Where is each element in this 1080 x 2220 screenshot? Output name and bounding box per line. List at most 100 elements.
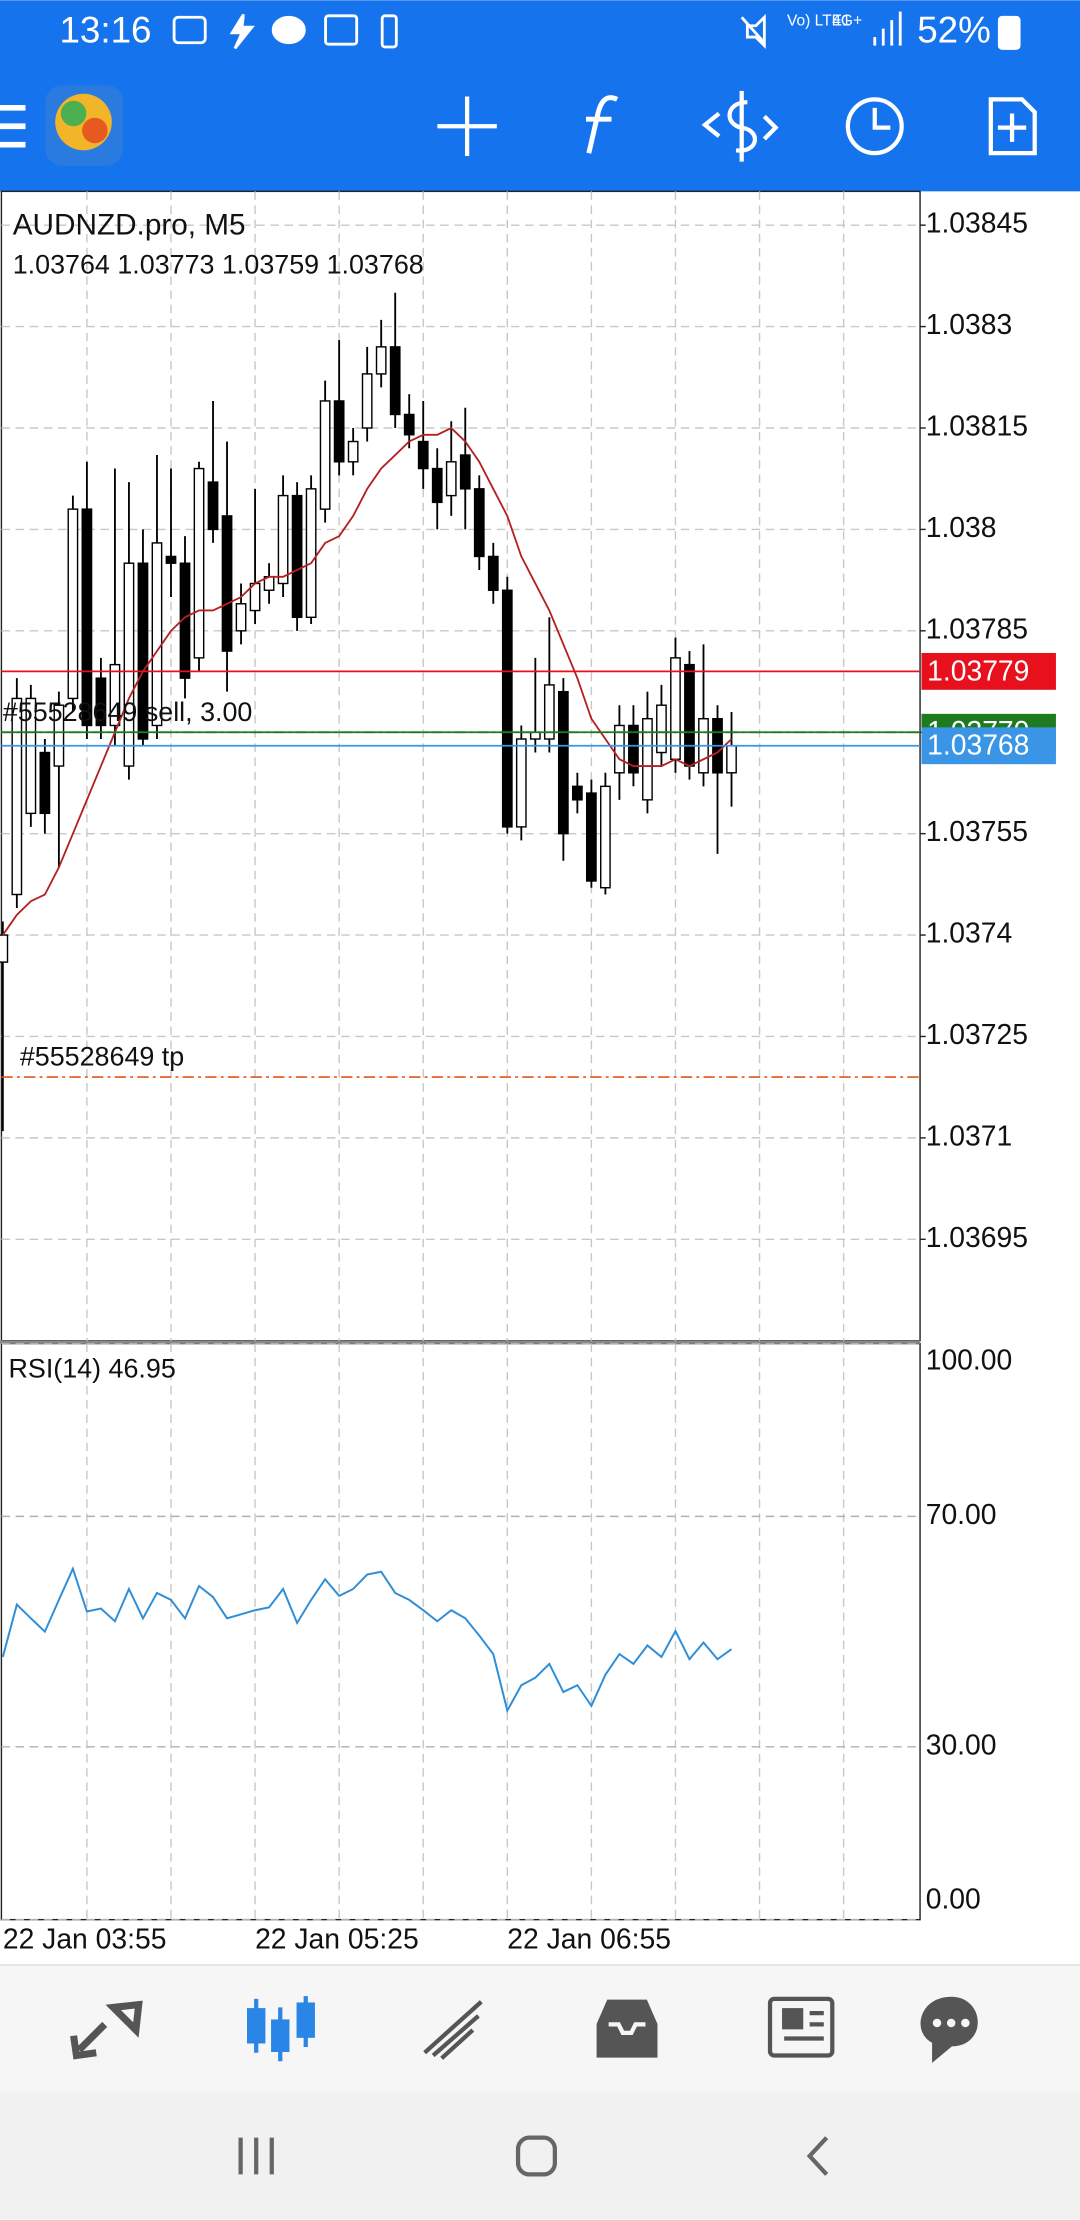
candle-body [515, 738, 527, 828]
candle-body [193, 467, 205, 659]
candle-body [221, 515, 233, 652]
candle-body [403, 413, 415, 436]
y-tick-label: 1.03785 [926, 612, 1028, 644]
ohlc-readout: 1.03764 1.03773 1.03759 1.03768 [13, 249, 424, 279]
order-label: #55528649 tp [20, 1042, 184, 1072]
candle-body [39, 751, 51, 815]
candle-body [586, 792, 597, 882]
candle-body [95, 677, 107, 727]
battery-level: 52% [917, 10, 991, 51]
indicators-button[interactable] [586, 95, 619, 154]
candle-body [614, 724, 625, 774]
candle-body [375, 346, 387, 375]
y-tick-label: 1.0374 [926, 917, 1013, 949]
rsi-panel [0, 1342, 921, 1921]
price-label-box [921, 652, 1056, 690]
chart-tab[interactable] [246, 1996, 315, 2062]
y-tick-label: 1.0383 [926, 308, 1013, 340]
news-tab[interactable] [767, 1996, 835, 2058]
bottom-nav [0, 1964, 1080, 2093]
network-label: 4G+ [832, 13, 862, 30]
candle-body [25, 697, 37, 815]
candle-body [473, 488, 485, 558]
chat-tab[interactable] [920, 1996, 978, 2063]
home-button[interactable] [515, 2135, 557, 2177]
app-logo[interactable] [45, 85, 124, 166]
trade-button[interactable] [701, 90, 779, 162]
candle-body [417, 440, 429, 470]
candle-body [305, 488, 317, 619]
candle-body [726, 745, 737, 774]
candle-body [445, 461, 457, 497]
candle-body [431, 467, 443, 504]
candle-body [628, 724, 639, 774]
menu-button[interactable] [0, 105, 26, 148]
back-button[interactable] [806, 2136, 829, 2176]
price-label-box [921, 727, 1056, 765]
y-tick-label: 1.03815 [926, 409, 1028, 441]
candle-body [123, 562, 135, 767]
recents-button[interactable] [238, 2137, 274, 2175]
volte-label: Vo) LTE1 [787, 13, 851, 30]
history-tab[interactable] [596, 1999, 658, 2058]
candle-body [459, 454, 471, 490]
y-tick-label: 1.03845 [926, 207, 1028, 239]
history-button[interactable] [845, 97, 904, 156]
candle-body [165, 555, 177, 564]
x-tick-label: 22 Jan 05:25 [255, 1922, 419, 1954]
candle-body [543, 684, 555, 740]
candle-body [277, 494, 289, 585]
order-label: #55528649 sell, 3.00 [3, 697, 253, 727]
candle-body [529, 731, 541, 740]
candle-body [291, 494, 303, 619]
y-tick-label: 1.0371 [926, 1119, 1013, 1151]
candle-body [0, 934, 9, 963]
quotes-tab[interactable] [70, 2000, 143, 2060]
rsi-tick-label: 30.00 [926, 1728, 997, 1760]
candle-body [207, 481, 219, 531]
x-tick-label: 22 Jan 03:55 [3, 1922, 167, 1954]
price-panel [0, 190, 921, 1342]
y-tick-label: 1.03725 [926, 1018, 1028, 1050]
candle-body [11, 697, 23, 896]
candle-body [319, 400, 331, 510]
candle-body [109, 663, 121, 727]
candle-body [389, 346, 401, 416]
candle-body [684, 663, 695, 767]
candle-body [333, 400, 345, 463]
chart-title: AUDNZD.pro, M5 [13, 209, 246, 242]
candle-body [235, 603, 247, 632]
price-label: 1.03768 [927, 729, 1029, 761]
candle-body [361, 373, 373, 429]
y-tick-label: 1.038 [926, 511, 997, 543]
candle-body [501, 589, 513, 828]
candle-body [347, 440, 359, 463]
candle-body [642, 718, 653, 801]
status-icons [172, 11, 1021, 50]
candle-body [487, 555, 499, 591]
rsi-tick-label: 70.00 [926, 1498, 997, 1530]
candle-body [656, 704, 667, 754]
candle-body [151, 542, 163, 727]
candle-body [571, 785, 583, 801]
rsi-tick-label: 0.00 [926, 1883, 981, 1915]
rsi-line [1, 1566, 733, 1714]
crosshair-button[interactable] [437, 96, 497, 156]
candle-body [137, 562, 149, 740]
y-tick-label: 1.03755 [926, 815, 1028, 847]
system-nav [0, 2092, 1080, 2220]
x-tick-label: 22 Jan 06:55 [507, 1922, 671, 1954]
trade-tab[interactable] [423, 2000, 483, 2060]
clock: 13:16 [59, 10, 151, 51]
candle-body [557, 690, 569, 835]
rsi-tick-label: 100.00 [926, 1343, 1013, 1375]
candle-body [670, 657, 681, 760]
candle-body [600, 785, 611, 889]
y-tick-label: 1.03695 [926, 1221, 1028, 1253]
new-order-button[interactable] [988, 97, 1037, 156]
price-label: 1.03779 [927, 654, 1029, 686]
candle-body [81, 508, 93, 727]
rsi-title: RSI(14) 46.95 [8, 1354, 175, 1384]
